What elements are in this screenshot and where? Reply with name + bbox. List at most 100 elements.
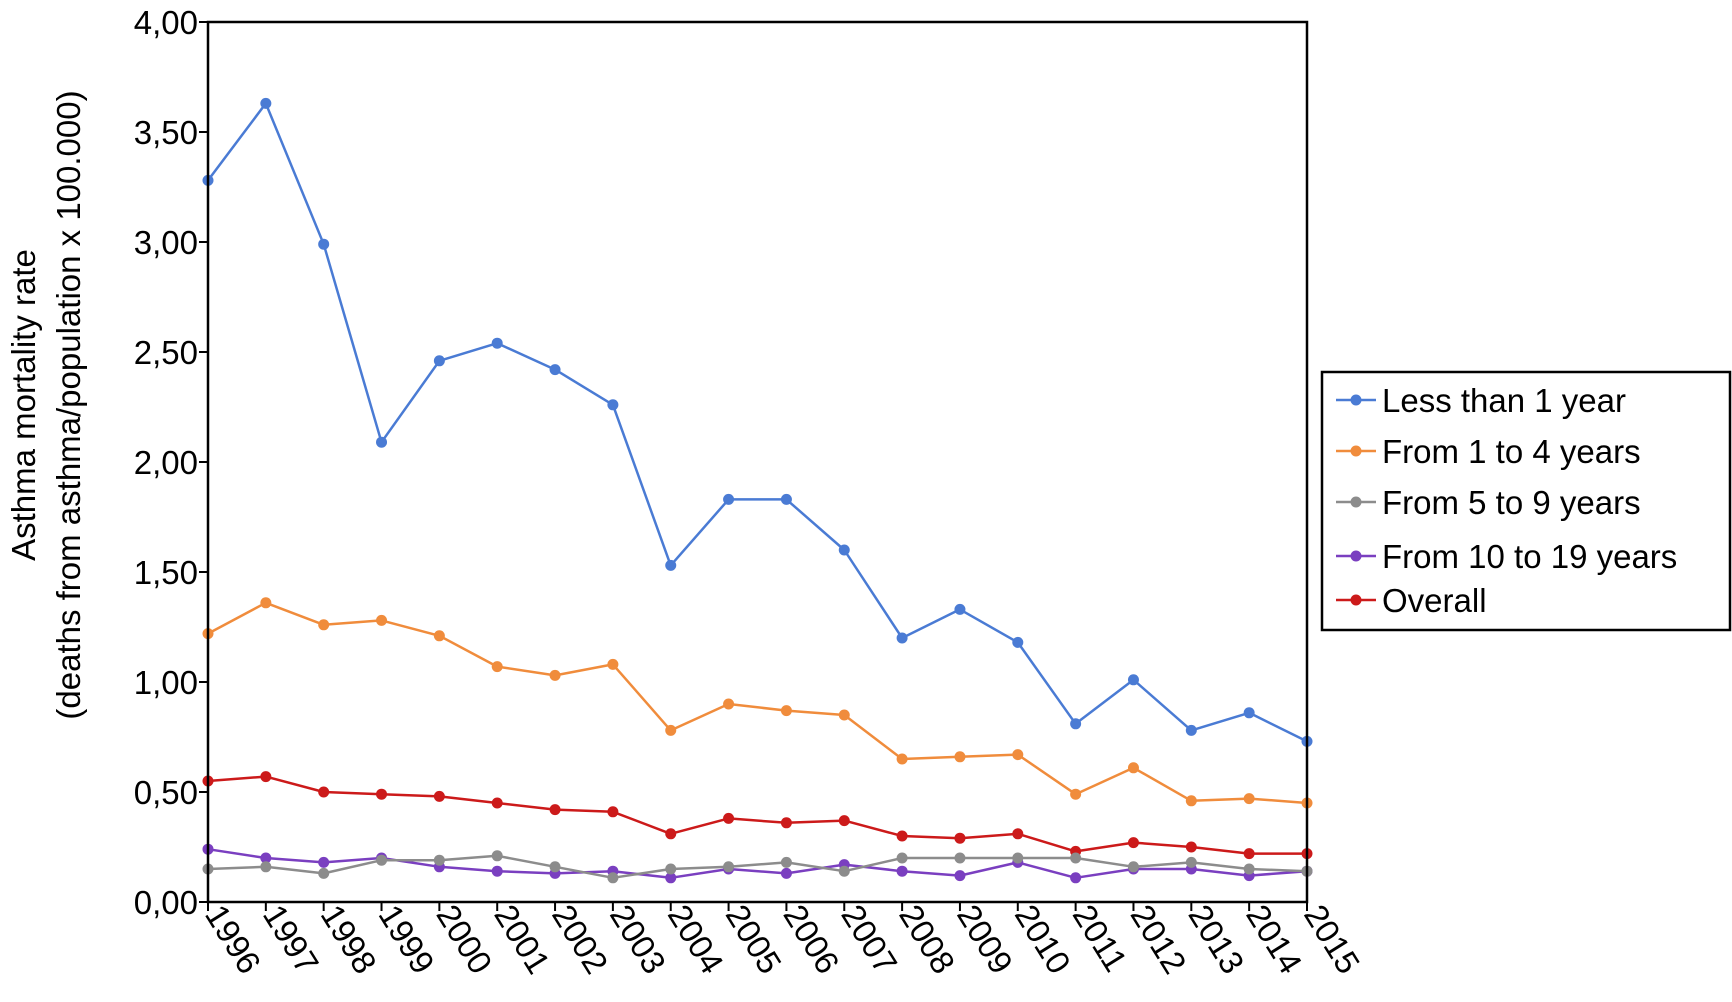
data-point — [1070, 872, 1082, 884]
legend-label: From 10 to 19 years — [1382, 538, 1677, 575]
legend-item: From 1 to 4 years — [1336, 433, 1641, 470]
data-point — [433, 790, 445, 802]
data-point — [780, 856, 792, 868]
legend-box — [1320, 370, 1732, 632]
data-point — [318, 619, 330, 631]
x-tick-label: 2012 — [1124, 898, 1194, 980]
data-point — [896, 830, 908, 842]
x-tick-label: 2010 — [1008, 898, 1078, 980]
x-axis: 1996199719981999200020012002200320042005… — [198, 898, 1367, 980]
data-point — [1012, 852, 1024, 864]
legend-label: Less than 1 year — [1382, 382, 1626, 419]
data-point — [549, 669, 561, 681]
series-overall — [202, 771, 1313, 860]
y-tick-label: 3,50 — [134, 114, 198, 151]
data-point — [1185, 856, 1197, 868]
data-point — [491, 797, 503, 809]
data-point — [780, 705, 792, 717]
data-point — [1012, 636, 1024, 648]
y-axis-title-line2: (deaths from asthma/population x 100.000… — [50, 90, 87, 719]
legend-label: From 1 to 4 years — [1382, 433, 1641, 470]
data-point — [1070, 718, 1082, 730]
data-point — [723, 812, 735, 824]
x-tick-label: 2006 — [776, 898, 846, 980]
data-point — [376, 436, 388, 448]
x-tick-label: 1996 — [198, 898, 268, 980]
x-tick-label: 2003 — [603, 898, 673, 980]
data-point — [607, 806, 619, 818]
legend-swatch-marker — [1350, 394, 1362, 406]
data-point — [665, 559, 677, 571]
data-point — [260, 771, 272, 783]
data-point — [1185, 841, 1197, 853]
data-point — [1127, 861, 1139, 873]
data-point — [1185, 795, 1197, 807]
legend-swatch-marker — [1350, 496, 1362, 508]
legend-label: From 5 to 9 years — [1382, 484, 1641, 521]
y-tick-label: 3,00 — [134, 224, 198, 261]
data-point — [665, 863, 677, 875]
x-tick-label: 2008 — [892, 898, 962, 980]
data-point — [433, 355, 445, 367]
data-point — [318, 856, 330, 868]
series-line — [207, 854, 1308, 880]
data-point — [607, 658, 619, 670]
series-line — [207, 102, 1308, 743]
data-point — [549, 804, 561, 816]
x-tick-label: 1997 — [256, 898, 326, 980]
data-point — [780, 817, 792, 829]
data-point — [607, 872, 619, 884]
x-tick-label: 1999 — [372, 898, 442, 980]
legend-item: Overall — [1336, 582, 1487, 619]
data-point — [665, 872, 677, 884]
data-point — [780, 867, 792, 879]
data-point — [260, 861, 272, 873]
data-point — [954, 832, 966, 844]
data-point — [549, 861, 561, 873]
data-point — [780, 493, 792, 505]
data-point — [1127, 674, 1139, 686]
data-point — [665, 724, 677, 736]
data-point — [896, 632, 908, 644]
x-tick-label: 2000 — [429, 898, 499, 980]
data-point — [433, 630, 445, 642]
series-line — [207, 775, 1307, 855]
plot-frame — [206, 20, 1309, 904]
data-point — [491, 661, 503, 673]
data-point — [1243, 848, 1255, 860]
x-tick-label: 2009 — [950, 898, 1020, 980]
data-point — [954, 870, 966, 882]
data-point — [896, 852, 908, 864]
data-point — [723, 861, 735, 873]
data-point — [838, 865, 850, 877]
x-tick-label: 2001 — [487, 898, 557, 980]
data-point — [1070, 852, 1082, 864]
legend-item: Less than 1 year — [1336, 382, 1626, 419]
data-point — [723, 493, 735, 505]
y-tick-label: 2,50 — [134, 334, 198, 371]
x-tick-label: 2013 — [1181, 898, 1251, 980]
legend-item: From 10 to 19 years — [1336, 538, 1677, 575]
legend-swatch-marker — [1350, 594, 1362, 606]
data-point — [318, 238, 330, 250]
y-axis-title: Asthma mortality rate (deaths from asthm… — [5, 90, 87, 719]
data-point — [1012, 828, 1024, 840]
series-from-5-to-9-years — [202, 850, 1313, 884]
y-axis-title-line1: Asthma mortality rate — [5, 249, 42, 561]
series-less-than-1-year — [202, 97, 1313, 747]
data-point — [896, 753, 908, 765]
data-point — [838, 709, 850, 721]
x-tick-label: 2005 — [719, 898, 789, 980]
data-point — [954, 751, 966, 763]
data-point — [723, 698, 735, 710]
plot-series — [202, 97, 1313, 884]
data-point — [318, 786, 330, 798]
y-tick-label: 1,00 — [134, 664, 198, 701]
legend: Less than 1 year From 1 to 4 years From 5 … — [1320, 370, 1732, 632]
series-line — [207, 601, 1308, 805]
data-point — [665, 828, 677, 840]
x-tick-label: 2007 — [834, 898, 904, 980]
data-point — [318, 867, 330, 879]
data-point — [549, 364, 561, 376]
